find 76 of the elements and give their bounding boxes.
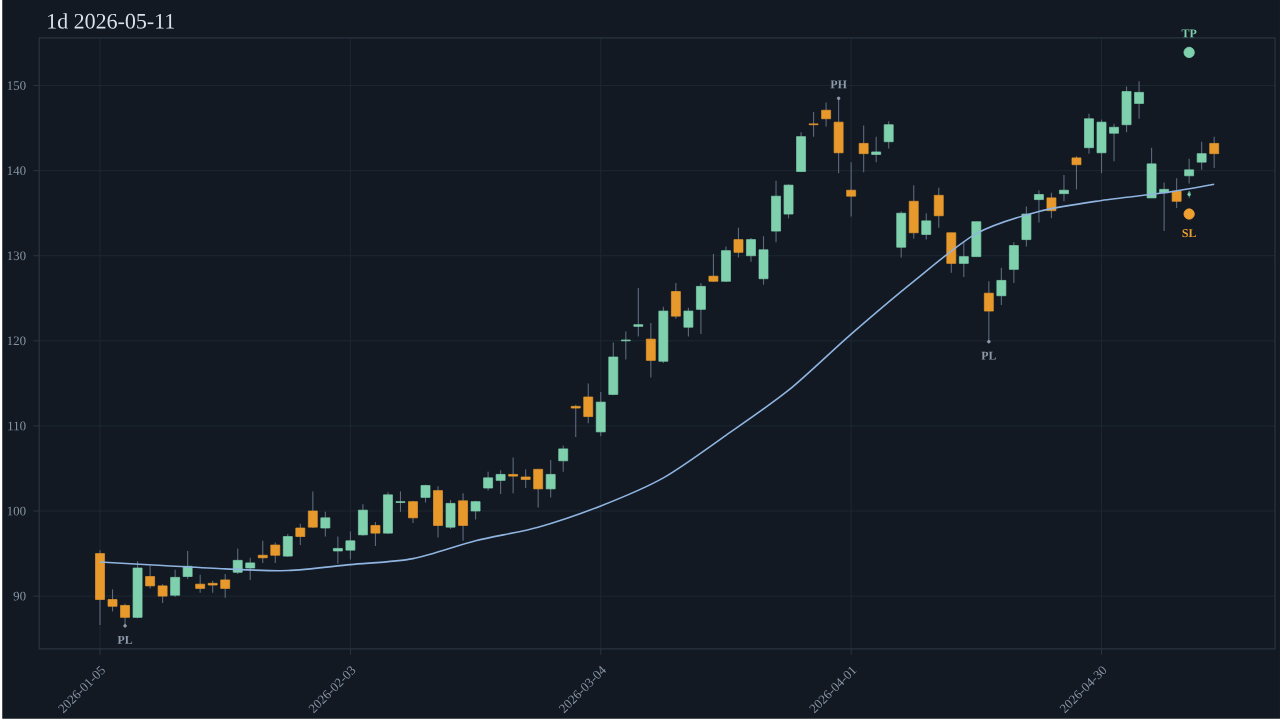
candlestick xyxy=(996,267,1007,306)
candlestick xyxy=(245,557,256,581)
candlestick xyxy=(1209,135,1220,169)
candlestick xyxy=(821,101,831,127)
candlestick xyxy=(483,471,493,492)
candlestick xyxy=(445,499,456,530)
line-series xyxy=(99,183,1215,572)
candlestick xyxy=(933,187,944,229)
candlestick xyxy=(583,382,594,424)
candlestick xyxy=(520,468,531,489)
candlestick xyxy=(620,330,631,360)
candlestick xyxy=(157,583,168,604)
y-tick-label: 110 xyxy=(8,421,26,431)
y-tick-label: 130 xyxy=(7,251,26,261)
candlestick xyxy=(645,322,656,378)
candlestick xyxy=(495,469,506,495)
candlestick xyxy=(871,135,882,163)
candlestick xyxy=(1184,158,1194,184)
series-label: TP xyxy=(1181,29,1197,38)
candlestick xyxy=(333,535,343,565)
y-tick-label: 150 xyxy=(7,81,26,90)
candlestick xyxy=(107,588,118,612)
candlestick xyxy=(170,569,180,598)
point xyxy=(123,623,127,628)
candlestick xyxy=(1059,174,1069,202)
candlestick xyxy=(282,533,293,558)
candlestick xyxy=(307,490,318,529)
candlestick xyxy=(345,530,356,560)
point xyxy=(987,339,991,344)
candlestick xyxy=(558,444,569,473)
candlestick xyxy=(858,124,869,173)
candlestick xyxy=(570,403,581,438)
point xyxy=(1183,208,1195,220)
candlestick xyxy=(232,547,243,575)
candlestick xyxy=(395,490,406,513)
y-tick-label: 100 xyxy=(7,506,26,516)
candlestick xyxy=(533,468,544,509)
candlestick xyxy=(145,564,155,589)
candlestick xyxy=(1071,155,1082,190)
candlestick xyxy=(120,603,130,627)
text: PL xyxy=(981,351,996,360)
candlestick xyxy=(733,227,744,258)
series-label: SL xyxy=(1182,228,1196,238)
chart-title: 1d 2026-05-11 xyxy=(48,13,174,29)
candlestick xyxy=(1134,80,1144,120)
candlestick xyxy=(921,212,932,241)
candlestick xyxy=(746,237,756,263)
candlestick xyxy=(545,459,556,498)
candlestick xyxy=(1109,123,1119,162)
candlestick xyxy=(508,456,518,494)
y-tick-label: 120 xyxy=(7,336,26,346)
candlestick xyxy=(1171,177,1182,209)
candlestick xyxy=(1034,189,1044,224)
y-tick-label: 140 xyxy=(7,166,26,175)
y-tick-label: 90 xyxy=(13,591,26,601)
series-label: PL xyxy=(117,635,133,644)
candlestick xyxy=(808,111,819,138)
candlestick xyxy=(1196,141,1207,171)
candlestick xyxy=(846,161,856,218)
candlestick xyxy=(983,280,994,343)
candlestick xyxy=(958,240,969,278)
candlestick xyxy=(696,282,706,335)
candlestick xyxy=(257,540,268,564)
candlestick xyxy=(320,511,331,537)
candlestick xyxy=(1009,241,1019,284)
candlestick xyxy=(370,521,381,547)
point xyxy=(836,96,841,101)
series-label: PH xyxy=(830,80,847,89)
candlestick xyxy=(295,523,306,546)
candlestick xyxy=(883,120,894,149)
point xyxy=(1183,46,1195,58)
candlestick xyxy=(633,287,644,338)
candlestick xyxy=(683,306,694,338)
candlestick xyxy=(270,541,281,564)
candlestick xyxy=(220,573,231,599)
candlestick xyxy=(708,253,719,283)
